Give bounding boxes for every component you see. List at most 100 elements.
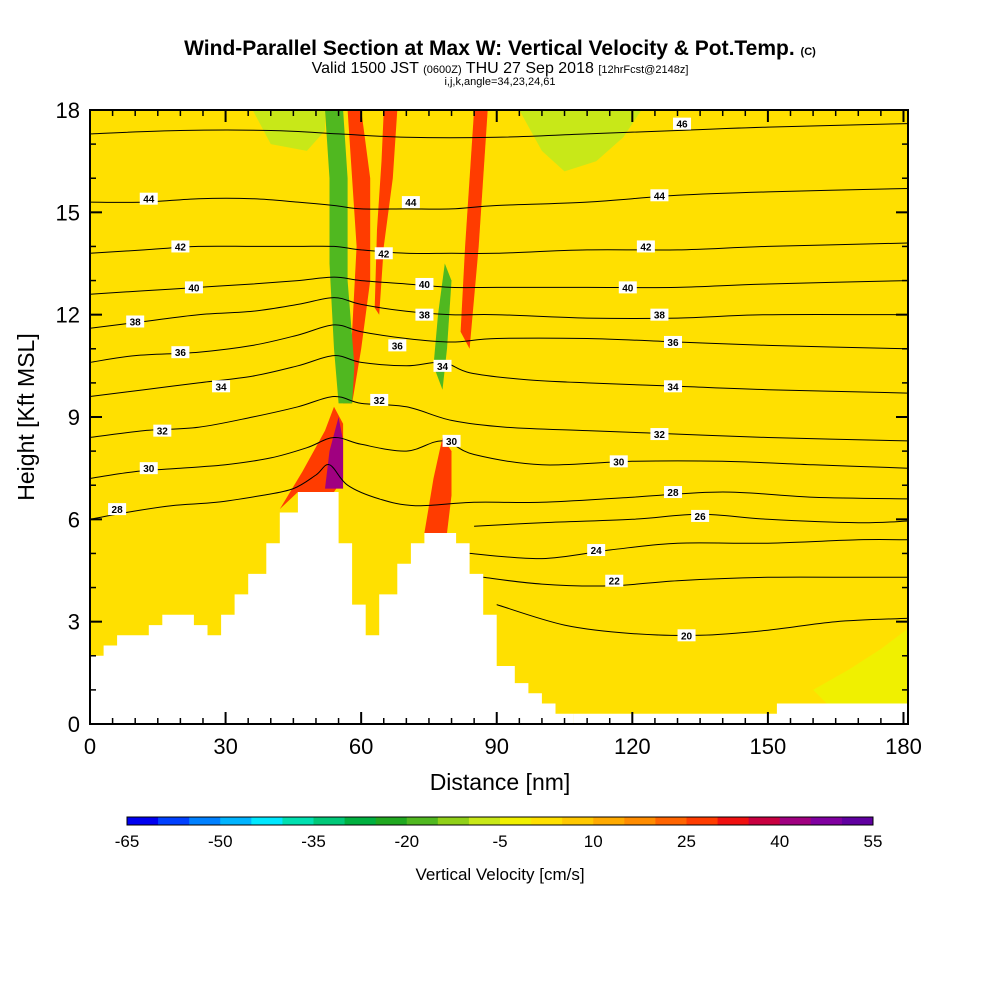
y-tick-label: 12 [56, 303, 80, 328]
colorbar-swatch [468, 817, 501, 825]
isentrope-label-text: 40 [419, 280, 431, 291]
x-tick-label: 30 [213, 734, 237, 759]
y-tick-label: 9 [68, 405, 80, 430]
ridge2-descent-band [433, 263, 452, 390]
isentrope-label-text: 30 [143, 464, 155, 475]
isentrope-label: 46 [673, 117, 692, 131]
colorbar-swatch [344, 817, 377, 825]
colorbar-frame [126, 816, 874, 826]
colorbar-swatch [593, 817, 625, 825]
isentrope-36 [90, 324, 908, 363]
isentrope-label-text: 32 [654, 430, 666, 441]
isentrope-label: 38 [126, 315, 145, 328]
isentrope-28 [90, 464, 908, 520]
colorbar-tick-label: -50 [208, 832, 233, 851]
isentrope-label-text: 32 [374, 396, 386, 407]
velocity-background-field [90, 110, 908, 724]
isentrope-label-text: 34 [215, 382, 227, 393]
isentrope-label: 34 [212, 380, 231, 393]
chart-title: Wind-Parallel Section at Max W: Vertical… [0, 37, 1000, 61]
isentrope-label-text: 24 [591, 546, 603, 557]
downslope-descent-band [325, 110, 355, 404]
colorbar-tick-label: -35 [301, 832, 326, 851]
chart-subtitle: Valid 1500 JST (0600Z) THU 27 Sep 2018 [… [0, 60, 1000, 78]
colorbar-swatch [841, 817, 874, 825]
isentrope-label: 42 [171, 240, 190, 253]
isentrope-label: 42 [636, 240, 655, 253]
isentrope-label-text: 36 [667, 338, 679, 349]
colorbar-swatch [437, 817, 470, 825]
colorbar-swatch [624, 817, 656, 825]
isentrope-label-text: 34 [437, 362, 449, 373]
isentrope-label: 26 [691, 509, 710, 523]
isentrope-label: 20 [677, 629, 696, 642]
isentrope-40 [90, 276, 908, 295]
isentrope-label-text: 44 [405, 198, 417, 209]
colorbar-swatch [655, 817, 687, 825]
colorbar-swatch [251, 817, 283, 825]
isentrope-label-text: 38 [654, 311, 666, 322]
isentrope-label-text: 44 [654, 191, 666, 202]
terrain-layer [90, 492, 908, 724]
isentrope-label: 28 [663, 486, 682, 499]
isentrope-label-text: 34 [667, 382, 679, 393]
isentrope-label: 38 [650, 308, 669, 322]
isentrope-label-text: 40 [622, 283, 634, 294]
ridge2-ascent [424, 437, 452, 533]
colorbar-tick-label: -65 [115, 832, 140, 851]
isentrope-label-text: 28 [667, 488, 679, 499]
isentrope-20 [496, 604, 908, 637]
isentrope-label: 32 [650, 428, 669, 441]
colorbar-swatch [282, 817, 314, 825]
x-axis-label: Distance [nm] [430, 769, 571, 795]
isentrope-label: 36 [663, 335, 682, 349]
colorbar-tick-label: -20 [394, 832, 419, 851]
isentrope-label: 30 [139, 462, 158, 475]
colorbar-swatch [158, 817, 190, 825]
colorbar: -65 -50 -35 -20 -5 10 25 40 55 [115, 816, 882, 851]
isentrope-label-text: 32 [157, 427, 169, 438]
colorbar-swatch [313, 817, 345, 825]
isentrope-38 [90, 297, 908, 329]
isentrope-label: 32 [370, 393, 389, 407]
chart-info: i,j,k,angle=34,23,24,61 [444, 76, 556, 88]
subtitle-date: THU 27 Sep 2018 [465, 60, 594, 77]
isentrope-label: 32 [153, 424, 172, 438]
isentrope-label: 22 [605, 574, 624, 588]
subtitle-valid: Valid 1500 JST [311, 60, 419, 77]
isentrope-44 [90, 188, 908, 210]
colorbar-swatch [810, 817, 843, 825]
isentrope-label: 36 [388, 339, 407, 352]
subtitle-utc: (0600Z) [423, 64, 462, 76]
isentrope-label-text: 36 [175, 348, 187, 359]
colorbar-swatch [406, 817, 439, 825]
colorbar-swatch [189, 817, 221, 825]
colorbar-swatch [748, 817, 781, 825]
isentrope-label-text: 30 [446, 437, 458, 448]
y-tick-label: 6 [68, 507, 80, 532]
upper-ascent-plume [343, 110, 371, 404]
colorbar-label: Vertical Velocity [cm/s] [415, 865, 584, 884]
isentrope-label: 30 [609, 455, 628, 468]
ridge2-ascent-top [460, 110, 488, 349]
isentrope-label-text: 42 [378, 249, 390, 260]
isentrope-label-text: 38 [130, 317, 142, 328]
colorbar-swatch [562, 817, 594, 825]
colorbar-tick-label: -5 [492, 832, 507, 851]
colorbar-swatch [779, 817, 812, 825]
isentrope-label-text: 38 [419, 311, 431, 322]
y-axis-label: Height [Kft MSL] [13, 333, 39, 500]
isentrope-label: 44 [650, 189, 669, 202]
isentrope-label: 40 [415, 277, 434, 291]
x-tick-label: 60 [349, 734, 373, 759]
isentrope-30 [90, 436, 908, 479]
isentrope-label-layer: 28 30 32 34 36 38 40 42 44 32 36 38 40 42 44 34 30 30 32 34… [108, 117, 710, 642]
terrain-mask [90, 492, 908, 724]
isentrope-label-text: 20 [681, 631, 693, 642]
isentrope-label-text: 40 [188, 283, 200, 294]
isentrope-label: 30 [442, 434, 461, 448]
x-tick-label: 0 [84, 734, 96, 759]
isentrope-label: 24 [587, 544, 606, 557]
isentrope-label: 40 [618, 281, 637, 294]
